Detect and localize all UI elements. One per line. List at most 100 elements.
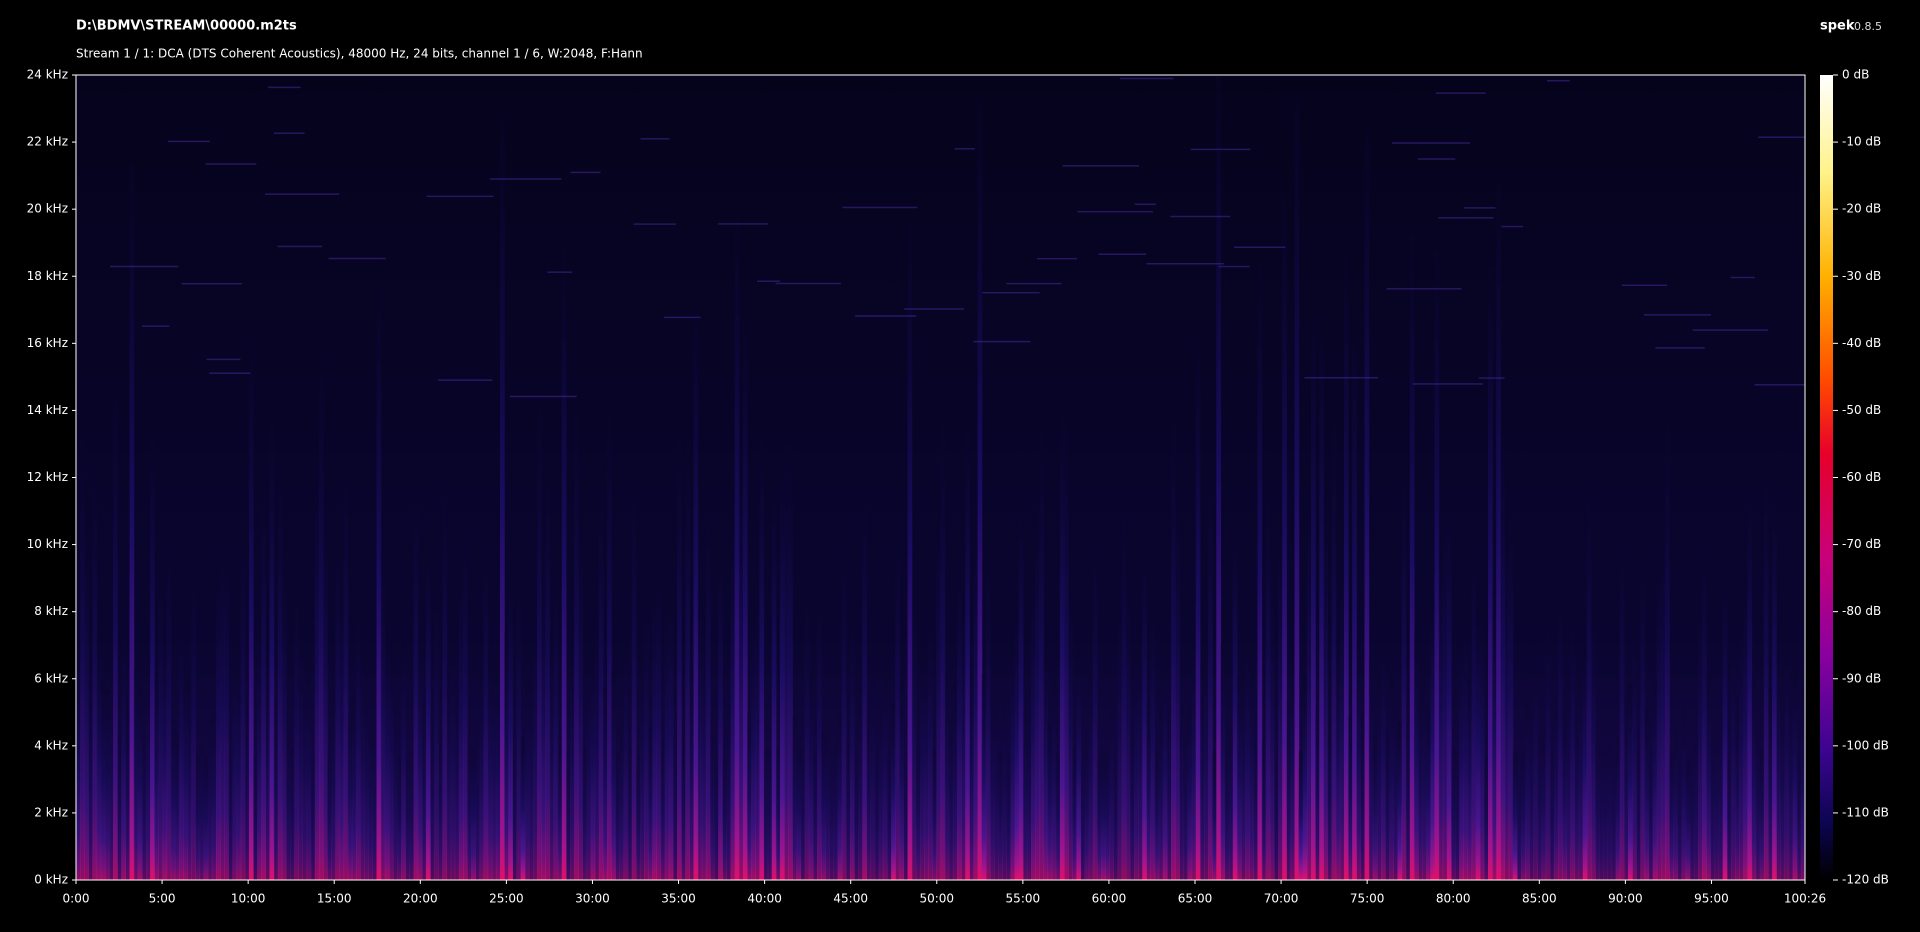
spectrogram-column [829,750,835,880]
spectrogram-column [178,617,184,880]
spectrogram-column [290,748,295,880]
spectrogram-column [1722,573,1728,880]
spectrogram-column [88,680,94,880]
spectrogram-column [384,627,390,880]
spectrogram-column [351,696,357,880]
spectrogram-column [1051,679,1057,880]
spectrogram-column [833,743,839,880]
spectrogram-column [697,591,703,880]
spectrogram-column [96,631,102,880]
spectrogram-column [1084,737,1090,880]
y-tick-label: 24 kHz [27,68,68,82]
spectrogram-line [268,86,301,89]
spectrogram-column [549,635,555,880]
spectrogram-column [1471,535,1477,880]
spectrogram-column [574,403,579,880]
spectrogram-line [633,223,677,225]
x-tick-label: 65:00 [1178,892,1213,906]
spectrogram-column [615,752,620,880]
y-tick-label: 0 kHz [34,873,68,887]
spectrogram-column [1545,613,1551,880]
spectrogram-column [298,622,304,880]
spectrogram-column [401,637,406,880]
spectrogram-column [355,605,361,880]
spectrogram-line [1754,384,1805,386]
spectrogram-column [174,731,180,880]
spectrogram-column [1397,721,1403,880]
spectrogram-column [1154,751,1160,880]
spectrogram-column [1735,710,1740,880]
spectrogram-column [1022,710,1028,880]
spectrogram-column [1751,681,1757,880]
spectrogram-column [668,590,674,880]
spectrogram-column [1595,731,1600,880]
colorbar-tick-label: -80 dB [1842,604,1881,618]
spectrogram-column [1166,706,1172,880]
spectrogram-column [1644,708,1650,880]
spectrogram-column [565,750,571,880]
spectrogram-column [1146,702,1152,880]
spectrogram-column [458,563,464,880]
spectrogram-column [738,450,744,880]
spectrogram-column [1150,599,1156,880]
spectrogram-column [1360,712,1366,880]
spectrogram-column [1179,697,1184,880]
spectrogram-column [1430,598,1436,880]
spectrogram-column [421,706,427,880]
colorbar-tick-label: -10 dB [1842,135,1881,149]
spectrogram-column [730,517,736,880]
spectrogram-column [1282,200,1287,880]
spectrogram-column [1422,681,1427,880]
spectrogram-column [874,756,880,880]
spectrogram-column [1117,595,1123,880]
spectrogram-column [664,592,670,880]
spectrogram-column [677,432,682,880]
spectrogram-column [660,740,666,880]
spectrogram-column [607,408,612,880]
spectrogram-column [1006,758,1012,880]
file-title: D:\BDMV\STREAM\00000.m2ts [76,19,297,34]
spectrogram-column [1607,732,1613,880]
spectrogram-column [1129,729,1135,880]
spectrogram-column [1702,541,1707,880]
spectrogram-column [1298,751,1304,880]
spectrogram-line [1304,376,1379,379]
y-tick-label: 16 kHz [27,336,68,350]
spectrogram-column [1739,620,1744,880]
spectrogram-column [1216,76,1222,880]
spectrogram-column [854,758,859,880]
spectrogram-column [1463,623,1469,880]
spectrogram-column [714,755,719,880]
spectrogram-column [1586,470,1592,880]
spectrogram-column [611,670,616,880]
spectrogram-line [718,223,769,225]
spectrogram-column [747,713,752,880]
spectrogram-column [244,705,250,880]
spectrogram-line [1386,288,1462,290]
x-tick-label: 40:00 [747,892,782,906]
spectrogram-column [644,596,649,880]
spectrogram-line [1037,257,1077,260]
spectrogram-column [294,572,299,880]
spectrogram-column [709,720,715,880]
spectrogram-column [137,686,143,880]
spectrogram-column [1418,690,1423,880]
spectrogram-column [1175,486,1180,880]
spectrogram-column [129,163,135,880]
spectrogram-column [1652,681,1658,880]
spectrogram-column [360,646,365,880]
spectrogram-column [775,746,781,880]
spectrogram-column [1224,745,1230,880]
spectrogram-column [808,671,814,880]
spectrogram-column [578,519,583,880]
spectrogram-column [977,100,983,880]
spectrogram-column [796,737,802,880]
spectrogram-line [570,171,601,174]
spectrogram-column [154,672,159,880]
spectrogram-column [841,531,847,880]
spectrogram-column [804,576,810,880]
x-tick-label: 80:00 [1436,892,1471,906]
spectrogram-column [759,441,765,880]
spectrogram-column [1409,235,1415,880]
spectrogram-column [195,754,201,880]
